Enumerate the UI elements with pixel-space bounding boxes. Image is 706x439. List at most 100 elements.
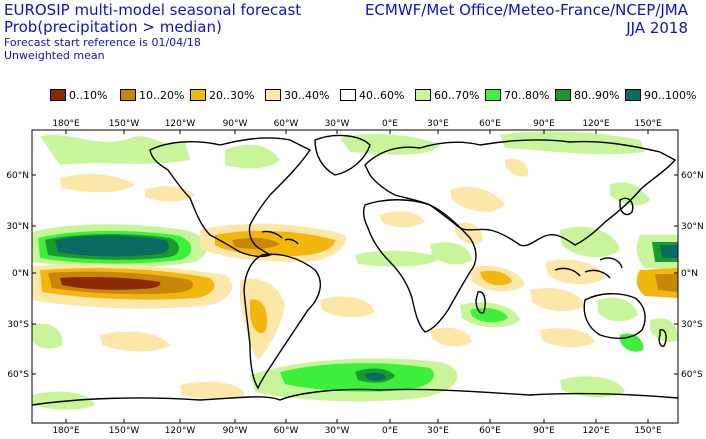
season-label: JJA 2018 [626, 19, 688, 37]
legend-swatch [340, 89, 356, 101]
field-patch [340, 134, 440, 155]
field-patch [32, 323, 63, 349]
field-patch [40, 134, 190, 165]
longitude-label: 60°W [274, 426, 299, 436]
longitude-label: 0°E [382, 426, 398, 436]
coastlines [31, 134, 679, 406]
field-patch [232, 237, 280, 249]
latitude-label: 30°N [681, 222, 704, 232]
field-patch [430, 242, 472, 265]
field-patch [660, 245, 678, 258]
longitude-label: 180°E [52, 426, 80, 436]
title-block: EUROSIP multi-model seasonal forecast Pr… [4, 1, 302, 63]
coastline-eurasia [364, 139, 677, 247]
field-patch [280, 363, 434, 392]
latitude-label: 60°N [6, 171, 29, 181]
coastline-antarctica [31, 388, 679, 406]
legend-item: 0..10% [50, 88, 107, 102]
legend-swatch [485, 89, 501, 101]
field-patch [505, 158, 529, 177]
field-patch [145, 186, 195, 202]
latitude-label: 0°N [12, 269, 29, 279]
legend-item: 40..60% [340, 88, 404, 102]
legend-swatch [415, 89, 431, 101]
legend-item: 90..100% [625, 88, 696, 102]
legend-swatch [50, 89, 66, 101]
longitude-label: 120°W [165, 426, 196, 436]
map-frame-rect [31, 129, 679, 424]
legend-swatch [555, 89, 571, 101]
longitude-label: 90°E [533, 426, 555, 436]
start-reference: Forecast start reference is 01/04/18 [4, 36, 201, 49]
legend-item: 70..80% [485, 88, 549, 102]
longitude-label: 30°E [427, 426, 449, 436]
field-patch [60, 174, 135, 193]
legend-item: 80..90% [555, 88, 619, 102]
longitude-label: 150°E [634, 119, 662, 129]
legend-item: 10..20% [120, 88, 184, 102]
longitude-label: 30°E [427, 119, 449, 129]
field-patch [560, 376, 625, 398]
field-patch [598, 297, 638, 322]
longitude-label: 120°W [165, 119, 196, 129]
field-patch [100, 331, 170, 352]
source-block: ECMWF/Met Office/Meteo-France/NCEP/JMA J… [365, 2, 688, 38]
field-patch [225, 144, 280, 169]
legend-label: 30..40% [284, 88, 330, 102]
longitude-label: 120°E [582, 426, 610, 436]
legend-swatch [625, 89, 641, 101]
longitude-label: 0°E [382, 119, 398, 129]
source-centres: ECMWF/Met Office/Meteo-France/NCEP/JMA [364, 1, 688, 19]
field-patch [480, 270, 512, 286]
longitude-label: 60°W [274, 119, 299, 129]
legend-label: 70..80% [504, 88, 550, 102]
longitude-label: 120°E [582, 119, 610, 129]
field-patch [180, 381, 245, 400]
latitude-labels-right: 60°N 30°N 0°N 30°S 60°S [681, 171, 704, 380]
field-patch [450, 186, 505, 212]
field-patch [530, 287, 585, 312]
field-patch [365, 372, 386, 381]
longitude-label: 60°E [479, 119, 501, 129]
probability-field [32, 131, 678, 410]
latitude-label: 0°N [681, 269, 698, 279]
field-patch [320, 296, 375, 318]
legend-swatch [190, 89, 206, 101]
latitude-label: 30°S [7, 320, 29, 330]
coastline-indonesia [554, 257, 623, 279]
legend-label: 0..10% [69, 88, 108, 102]
coastline-africa [362, 199, 477, 333]
field-patch [540, 328, 595, 348]
longitude-label: 90°E [533, 119, 555, 129]
coastline-south-america [243, 253, 322, 390]
legend-label: 90..100% [644, 88, 697, 102]
latitude-labels-left: 60°N 30°N 0°N 30°S 60°S [6, 171, 29, 380]
legend-swatch [120, 89, 136, 101]
field-patch [560, 226, 620, 258]
legend-label: 60..70% [434, 88, 480, 102]
longitude-label: 90°W [223, 426, 248, 436]
legend-item: 30..40% [265, 88, 329, 102]
latitude-label: 30°S [681, 320, 703, 330]
field-patch [380, 211, 425, 228]
longitude-label: 60°E [479, 426, 501, 436]
axis-ticks [32, 130, 678, 423]
subtitle: Prob(precipitation > median) [4, 18, 222, 36]
field-patch [55, 235, 170, 257]
longitude-label: 90°W [223, 119, 248, 129]
longitude-label: 180°E [52, 119, 80, 129]
field-patch [500, 131, 645, 155]
legend-item: 20..30% [190, 88, 254, 102]
longitude-labels-bottom: 180°E 150°W 120°W 90°W 60°W 30°W 0°E 30°E 60°E 90… [52, 426, 662, 436]
main-title: EUROSIP multi-model seasonal forecast [4, 1, 302, 19]
field-patch [430, 327, 472, 347]
coastline-north-america [149, 137, 312, 258]
latitude-label: 60°N [681, 171, 704, 181]
latitude-label: 60°S [681, 370, 703, 380]
longitude-label: 30°W [325, 119, 350, 129]
legend-label: 10..20% [139, 88, 185, 102]
field-patch [655, 274, 678, 292]
coastline-madagascar [475, 291, 486, 314]
longitude-label: 150°W [109, 119, 140, 129]
field-patch [250, 299, 268, 334]
